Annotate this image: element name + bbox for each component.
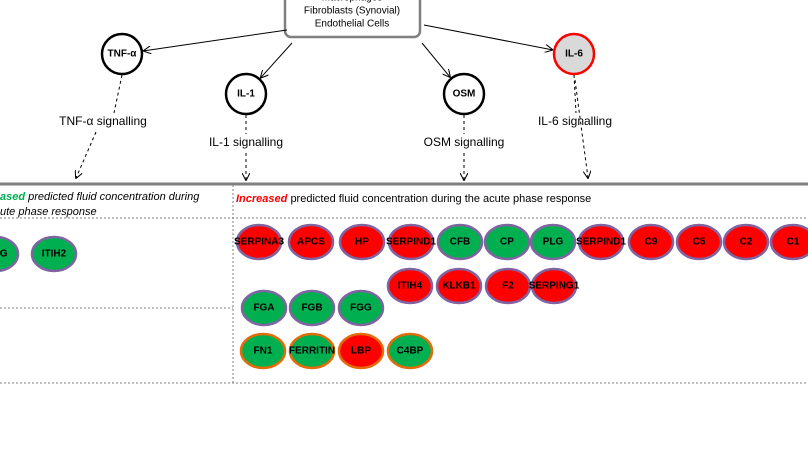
dashed-line [113,74,123,114]
protein-label: SERPIND1 [386,237,436,248]
protein-label: FN1 [254,346,273,357]
protein-label: FGB [301,303,322,314]
protein-label: SERPIND1 [576,237,626,248]
header-text: predicted fluid concentration during the… [290,193,591,205]
protein-node [235,223,283,261]
cytokine-node [552,32,596,76]
protein-node [436,223,484,261]
protein-node [288,332,336,370]
protein-node [288,289,336,327]
signalling-label: TNF-α signalling [59,114,147,128]
protein-label: KLKB1 [442,281,476,292]
protein-label: LBP [351,346,371,357]
protein-node [0,236,20,272]
protein-label: CP [500,237,514,248]
source-line: Endothelial Cells [315,19,390,30]
protein-node [287,223,335,261]
header-text: predicted fluid concentration during [27,191,200,203]
protein-node [435,267,483,305]
grid-lines [0,185,808,384]
cytokine-label: TNF-α [108,49,138,60]
protein-label: ITIH2 [42,249,67,260]
protein-label: SERPING1 [529,281,580,292]
protein-label: APCS [297,237,325,248]
cytokine-node [100,32,144,76]
protein-label: F2 [502,281,514,292]
protein-label: C9 [645,237,658,248]
protein-node [577,223,625,261]
protein-label: FGG [350,303,372,314]
protein-node [529,223,577,261]
protein-node [239,332,287,370]
source-box [283,0,422,39]
protein-label: CFB [450,237,471,248]
signalling-label: OSM signalling [424,135,505,149]
decreased-header: ased predicted fluid concentration durin… [0,191,200,203]
protein-label: FERRITIN [289,346,335,357]
cytokine-label: IL-1 [237,89,255,100]
protein-label: RG [0,249,8,260]
emphasis: ased [0,191,25,203]
emphasis: Increased [236,193,288,205]
arrow [423,24,552,50]
protein-node [337,289,385,327]
protein-node [240,289,288,327]
protein-node [675,223,723,261]
arrow [261,42,293,78]
protein-node [484,267,532,305]
protein-label: C1 [787,237,800,248]
protein-node [338,223,386,261]
protein-node [386,267,434,305]
dashed-arrow [574,79,588,178]
protein-node [769,223,808,261]
protein-label: SERPINA3 [234,237,284,248]
dashed-arrow [76,131,97,178]
protein-label: FGA [253,303,274,314]
protein-node [627,223,675,261]
increased-header: Increased predicted fluid concentration … [236,193,591,205]
protein-label: ITIH4 [398,281,423,292]
protein-label: C5 [693,237,706,248]
cytokine-node [442,72,486,116]
signalling-label: IL-6 signalling [538,114,612,128]
cytokine-node [224,72,268,116]
protein-node [337,332,385,370]
protein-node [483,223,531,261]
source-line: Fibroblasts (Synovial) [304,6,400,17]
source-line: Macrophages [322,0,383,4]
protein-node [386,332,434,370]
cytokine-label: OSM [453,89,476,100]
signalling-label: IL-1 signalling [209,135,283,149]
protein-label: C4BP [397,346,424,357]
decreased-header-line: ute phase response [0,206,97,218]
protein-label: HP [355,237,369,248]
dashed-line [573,74,577,114]
protein-label: C2 [740,237,753,248]
protein-label: PLG [543,237,564,248]
protein-node [30,235,78,273]
arrow [421,42,450,77]
cytokine-label: IL-6 [565,49,583,60]
protein-node [387,223,435,261]
protein-node [722,223,770,261]
protein-node [530,267,578,305]
arrow [144,29,288,51]
